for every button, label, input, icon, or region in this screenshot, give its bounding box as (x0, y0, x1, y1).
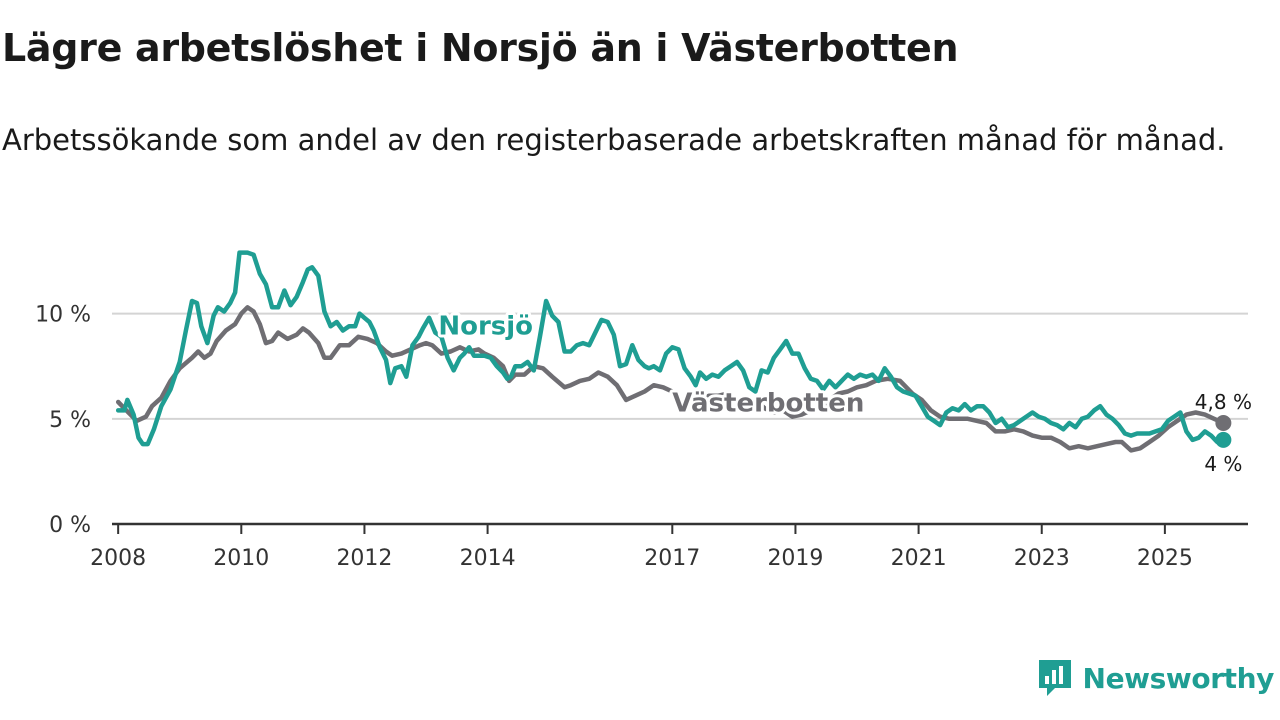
x-tick-label: 2010 (213, 546, 269, 571)
end-marker-vasterbotten (1215, 415, 1232, 432)
x-tick-label: 2008 (90, 546, 146, 571)
x-tick-label: 2025 (1137, 546, 1193, 571)
x-tick-label: 2023 (1014, 546, 1070, 571)
chart-subtitle: Arbetssökande som andel av den registerb… (2, 123, 1226, 157)
y-tick-label: 5 % (49, 408, 91, 433)
gridlines (112, 312, 1248, 420)
series-line-vasterbotten (115, 305, 1226, 453)
series-label-vasterbotten: Västerbotten (672, 388, 864, 418)
series-line-norsjo (115, 250, 1226, 447)
series-labels: Västerbotten Norsjö (435, 309, 867, 422)
x-tick-label: 2014 (460, 546, 516, 571)
y-axis-ticks: 0 % 5 % 10 % (35, 303, 91, 538)
x-tick-label: 2021 (891, 546, 947, 571)
chart-title: Lägre arbetslöshet i Norsjö än i Västerb… (2, 26, 959, 70)
x-axis: 2008 2010 2012 2014 2017 2019 2021 2023 2025 (90, 522, 1248, 571)
x-tick-label: 2017 (644, 546, 700, 571)
end-markers: 4,8 % 4 % (1195, 390, 1252, 476)
end-value-label-norsjo: 4 % (1204, 452, 1242, 476)
x-tick-label: 2012 (336, 546, 392, 571)
y-tick-label: 10 % (35, 303, 91, 328)
y-tick-label: 0 % (49, 513, 91, 538)
newsworthy-logo-icon (1038, 660, 1071, 696)
series-lines (115, 250, 1226, 453)
x-tick-label: 2019 (767, 546, 823, 571)
end-value-label-vasterbotten: 4,8 % (1195, 390, 1252, 414)
end-marker-norsjo (1215, 431, 1232, 448)
brand-name: Newsworthy (1082, 661, 1275, 695)
series-label-norsjo: Norsjö (438, 312, 533, 342)
newsworthy-logo: Newsworthy (1037, 658, 1274, 698)
